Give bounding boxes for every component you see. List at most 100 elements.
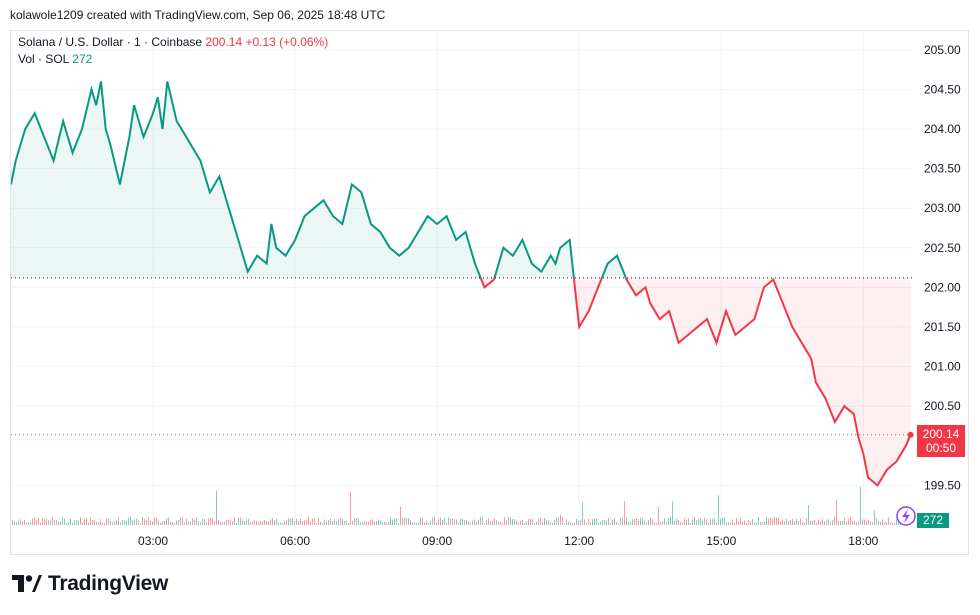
volume-bar [216, 490, 217, 525]
volume-bar [670, 517, 671, 525]
volume-bar [834, 517, 835, 525]
volume-bar [448, 517, 449, 525]
volume-bar [422, 518, 423, 525]
volume-bar [428, 522, 429, 525]
volume-bar [560, 514, 561, 525]
volume-bar [74, 520, 75, 525]
volume-bar [734, 522, 735, 525]
volume-bar [680, 521, 681, 525]
volume-bar [256, 520, 257, 525]
volume-bar [340, 517, 341, 525]
volume-bar [130, 517, 131, 525]
volume-bar [738, 521, 739, 525]
volume-bar [304, 520, 305, 525]
volume-bar [328, 520, 329, 525]
volume-bar [268, 521, 269, 525]
volume-bar [772, 518, 773, 525]
volume-bar [780, 521, 781, 525]
volume-bar [400, 507, 401, 525]
volume-bar [506, 520, 507, 525]
volume-bar [758, 517, 759, 525]
volume-bar [352, 520, 353, 525]
area-fills [11, 81, 911, 486]
volume-bar [96, 521, 97, 525]
volume-bar [192, 518, 193, 525]
tradingview-logo[interactable]: TradingView [12, 572, 168, 596]
volume-bar [454, 519, 455, 525]
volume-bar [172, 522, 173, 525]
volume-bar [604, 520, 605, 525]
volume-bar [850, 517, 851, 525]
volume-bar [430, 520, 431, 525]
volume-bar [638, 520, 639, 525]
volume-bar [296, 518, 297, 525]
volume-bar [122, 520, 123, 525]
volume-bar [100, 519, 101, 525]
volume-bar [588, 518, 589, 525]
tradingview-logo-icon [12, 575, 42, 593]
volume-bar [718, 495, 719, 525]
volume-bar [300, 518, 301, 525]
volume-bar [104, 522, 105, 525]
volume-bar [318, 519, 319, 525]
volume-bar [440, 517, 441, 525]
volume-bar [866, 520, 867, 525]
volume-bar [520, 520, 521, 525]
volume-bar [848, 518, 849, 525]
volume-bar [302, 520, 303, 525]
volume-bar [820, 521, 821, 525]
volume-bar [828, 519, 829, 525]
volume-bar [662, 521, 663, 525]
volume-bar [472, 520, 473, 525]
volume-bar [106, 518, 107, 525]
volume-bar [754, 522, 755, 525]
volume-bar [28, 522, 29, 525]
volume-bar [416, 522, 417, 525]
volume-bar [632, 519, 633, 525]
volume-bar [88, 522, 89, 525]
chart-frame[interactable] [10, 30, 969, 555]
volume-bar [690, 522, 691, 525]
volume-bar [596, 518, 597, 525]
volume-bar [242, 519, 243, 525]
volume-bar [496, 519, 497, 525]
volume-bar [462, 518, 463, 525]
volume-bar [748, 519, 749, 525]
volume-bar [510, 517, 511, 525]
price-tag-countdown: 00:50 [925, 441, 957, 455]
volume-bar [158, 520, 159, 525]
volume-bar [618, 522, 619, 525]
volume-bar [600, 521, 601, 525]
volume-bar [792, 518, 793, 525]
volume-bar [846, 522, 847, 525]
volume-bar [42, 517, 43, 525]
price-tag-value: 200.14 [922, 427, 960, 441]
volume-bar [278, 522, 279, 525]
volume-bar [110, 520, 111, 525]
volume-bar [624, 501, 625, 525]
volume-bar [776, 517, 777, 525]
volume-bar [550, 522, 551, 525]
volume-bar [606, 520, 607, 525]
volume-bar [572, 522, 573, 525]
volume-bar [90, 518, 91, 525]
volume-bar [116, 520, 117, 525]
volume-bar [476, 521, 477, 525]
volume-bar [66, 522, 67, 525]
volume-bar [94, 520, 95, 525]
volume-bar [812, 520, 813, 525]
volume-bar [656, 522, 657, 525]
volume-bar [102, 522, 103, 525]
volume-bar [334, 518, 335, 525]
volume-bar [770, 518, 771, 525]
x-tick-label: 03:00 [138, 534, 168, 548]
volume-bar [898, 521, 899, 525]
volume-bar [616, 522, 617, 525]
volume-bar [252, 521, 253, 525]
volume-bar [64, 518, 65, 525]
volume-bar [558, 518, 559, 525]
volume-bar [786, 518, 787, 525]
volume-bar [164, 521, 165, 525]
volume-bar [456, 519, 457, 525]
